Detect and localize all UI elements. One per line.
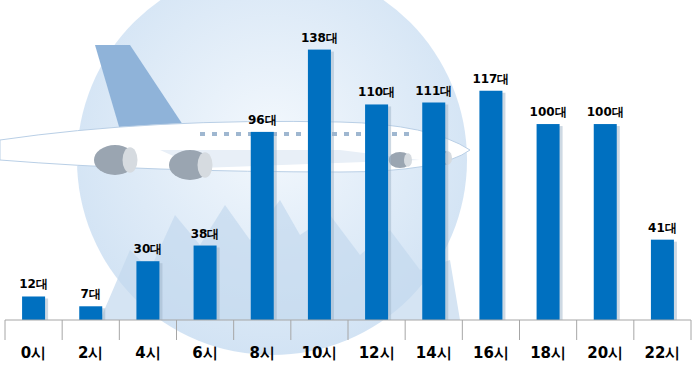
category-separator xyxy=(119,320,120,340)
plane-engine-intake xyxy=(404,153,412,167)
category-separator xyxy=(5,320,6,340)
bar xyxy=(537,124,560,320)
plane-window xyxy=(356,132,361,136)
bar xyxy=(651,240,674,320)
category-label: 16시 xyxy=(473,344,509,362)
bar xyxy=(79,306,102,320)
category-label: 14시 xyxy=(416,344,452,362)
category-separator xyxy=(348,320,349,340)
data-labels: 12대 7대 30대 38대 96대 138대 110대 111대 117대 100대 100대 41… xyxy=(19,31,677,302)
bars xyxy=(22,50,677,320)
data-label: 117대 xyxy=(472,72,509,86)
data-label: 7대 xyxy=(81,287,101,301)
plane-window xyxy=(344,132,349,136)
category-label: 6시 xyxy=(192,344,217,362)
data-label: 111대 xyxy=(415,84,452,98)
bar xyxy=(308,50,331,320)
bar xyxy=(422,103,445,321)
plane-window xyxy=(212,132,217,136)
bar xyxy=(136,261,159,320)
data-label: 41대 xyxy=(648,221,677,235)
category-separator xyxy=(290,320,291,340)
plane-tail xyxy=(95,45,185,130)
data-label: 138대 xyxy=(301,31,338,45)
plane-engine-intake xyxy=(198,152,213,178)
chart-root: 0시 2시 4시 6시 8시 10시 12시 14시 16시 18시 20시 22시 12대 7대 30대 3… xyxy=(0,0,696,371)
plane-window xyxy=(392,132,397,136)
bg-circle xyxy=(77,0,467,355)
data-label: 100대 xyxy=(530,105,567,119)
category-separator xyxy=(462,320,463,340)
category-label: 10시 xyxy=(301,344,337,362)
category-label: 20시 xyxy=(587,344,623,362)
plane-window xyxy=(404,132,409,136)
background-illustration xyxy=(0,0,470,355)
bar xyxy=(365,104,388,320)
category-label: 8시 xyxy=(250,344,275,362)
plane-fuselage xyxy=(0,121,470,172)
plane-window xyxy=(284,132,289,136)
bar xyxy=(594,124,617,320)
data-label: 110대 xyxy=(358,85,395,99)
plane-window xyxy=(200,132,205,136)
category-separator xyxy=(405,320,406,340)
data-label: 96대 xyxy=(248,113,277,127)
plane-window xyxy=(296,132,301,136)
plane-engine-intake xyxy=(123,147,138,173)
data-label: 12대 xyxy=(19,277,48,291)
category-label: 4시 xyxy=(135,344,160,362)
plane-engine xyxy=(389,152,411,168)
plane-window xyxy=(236,132,241,136)
bg-mountains xyxy=(100,200,460,320)
category-separator xyxy=(233,320,234,340)
chart: 0시 2시 4시 6시 8시 10시 12시 14시 16시 18시 20시 22시 12대 7대 30대 3… xyxy=(0,0,696,371)
category-label: 0시 xyxy=(21,344,46,362)
category-label: 22시 xyxy=(644,344,680,362)
bar xyxy=(22,296,45,320)
category-separator xyxy=(62,320,63,340)
data-label: 100대 xyxy=(587,105,624,119)
bar xyxy=(194,246,217,320)
category-separator xyxy=(691,320,692,340)
category-separator xyxy=(176,320,177,340)
category-label: 18시 xyxy=(530,344,566,362)
category-label: 2시 xyxy=(78,344,103,362)
category-label: 12시 xyxy=(359,344,395,362)
data-label: 30대 xyxy=(134,242,163,256)
bar xyxy=(251,132,274,320)
data-label: 38대 xyxy=(191,227,220,241)
plane-window xyxy=(224,132,229,136)
category-separator xyxy=(519,320,520,340)
x-axis: 0시 2시 4시 6시 8시 10시 12시 14시 16시 18시 20시 22시 xyxy=(5,320,691,362)
category-separator xyxy=(633,320,634,340)
bar xyxy=(479,91,502,320)
category-separator xyxy=(576,320,577,340)
